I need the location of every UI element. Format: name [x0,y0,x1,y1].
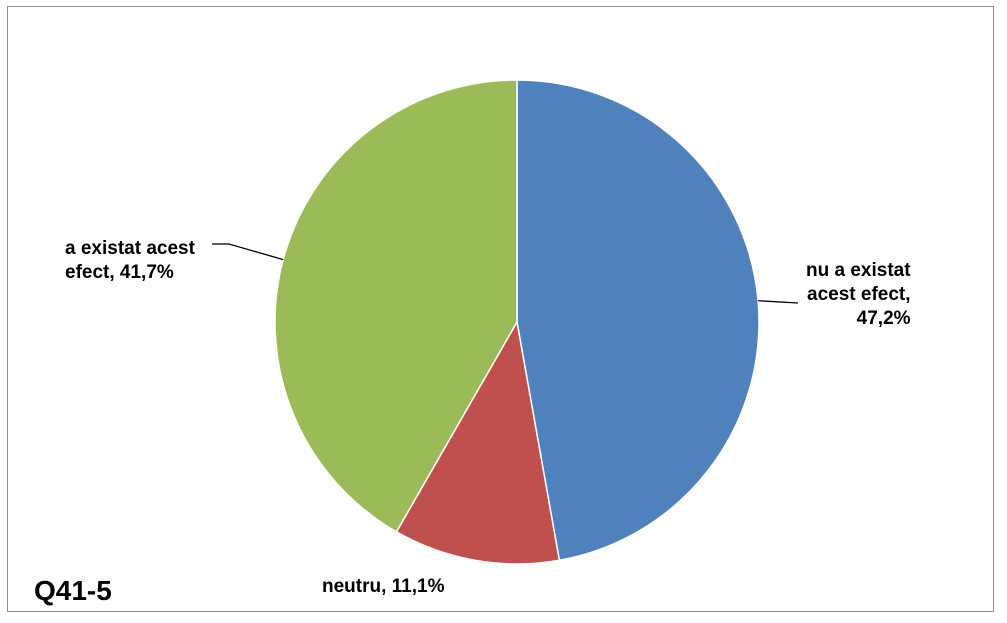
label-line: efect, 41,7% [65,262,174,283]
pie-slice-neutru [395,319,561,565]
pie-slice-a-existat-acest-efect [274,79,518,533]
label-line: a existat acest [65,238,195,259]
leader-line-nu-a-existat-acest-efect [758,300,799,304]
pie-slice-nu-a-existat-acest-efect [516,79,760,562]
slice-label-nu-a-existat: nu a existat acest efect, 47,2% [806,259,911,331]
pie-chart [212,79,799,565]
label-line: acest efect, [807,284,911,305]
label-line: 47,2% [856,308,911,329]
chart-frame: nu a existat acest efect, 47,2% neutru, … [7,6,994,612]
label-line: neutru, 11,1% [322,576,445,597]
slice-label-neutru: neutru, 11,1% [322,575,445,599]
slice-label-a-existat: a existat acest efect, 41,7% [65,237,195,285]
panel-label: Q41-5 [34,575,112,606]
label-line: nu a existat [806,260,911,281]
leader-line-a-existat-acest-efect [212,243,284,261]
